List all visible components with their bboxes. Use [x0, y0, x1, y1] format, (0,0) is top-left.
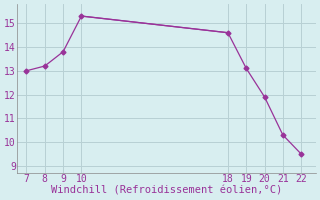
X-axis label: Windchill (Refroidissement éolien,°C): Windchill (Refroidissement éolien,°C) [51, 186, 282, 196]
